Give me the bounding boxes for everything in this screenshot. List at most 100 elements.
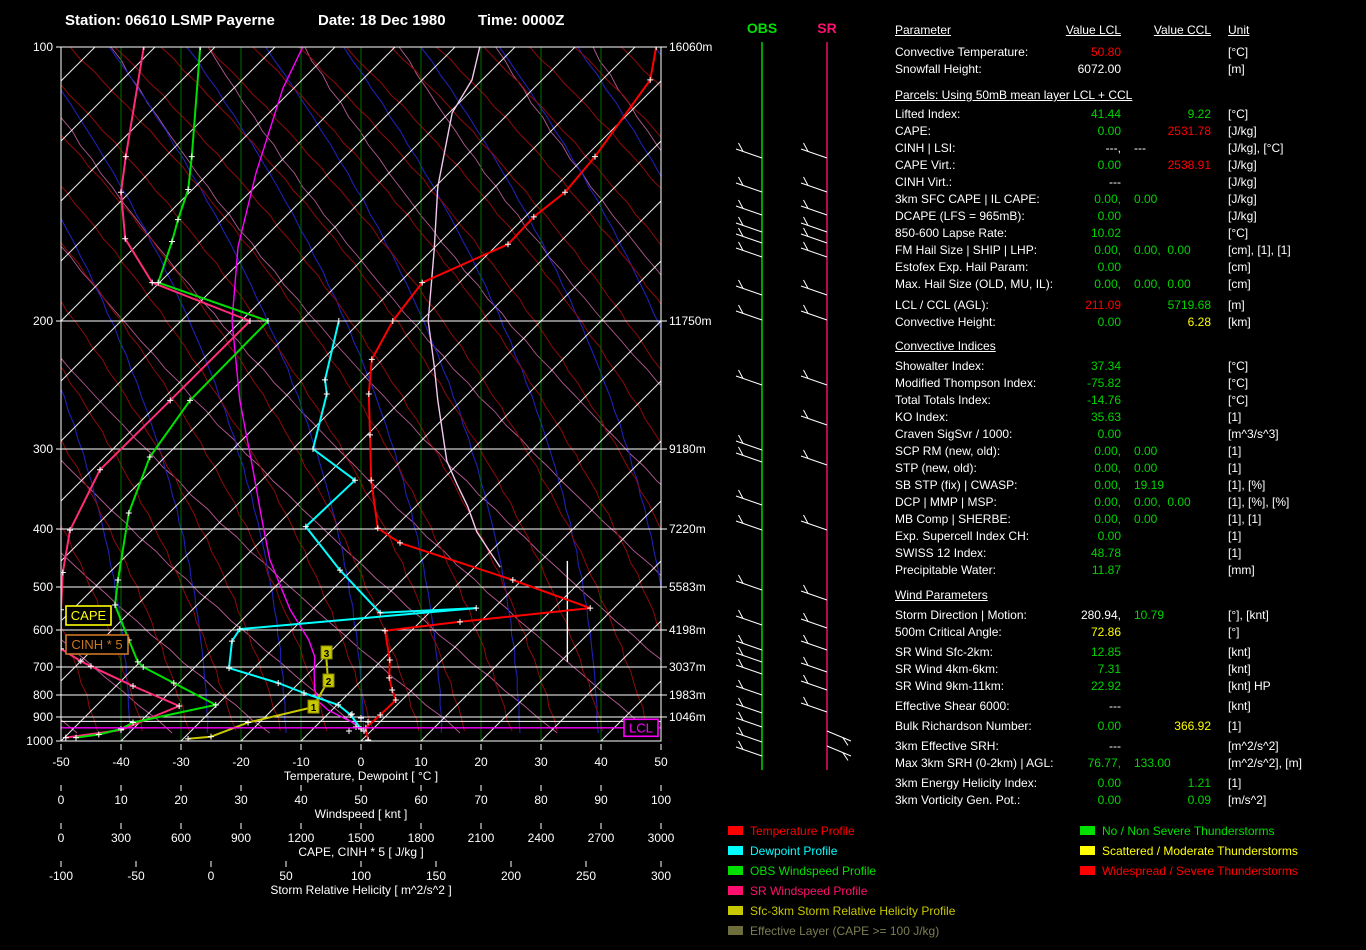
param-label: FM Hail Size | SHIP | LHP:: [895, 243, 1038, 257]
param-label: DCAPE (LFS = 965mB):: [895, 209, 1025, 223]
param-unit: [knt] HP: [1228, 679, 1271, 693]
mixing-ratio-line: [61, 552, 271, 734]
legend-swatch: [728, 906, 743, 915]
dewpoint-point-marker: [335, 701, 342, 708]
sr-wind-barb: [800, 696, 828, 713]
altitude-label: 1983m: [669, 688, 706, 702]
dry-adiabat-line: [207, 47, 651, 732]
obs-wind-barb: [735, 634, 763, 651]
param-label: Snowfall Height:: [895, 62, 982, 76]
section-title: Convective Indices: [895, 339, 996, 353]
moist-adiabat-line: [733, 47, 880, 733]
mixing-ratio-line: [110, 47, 661, 660]
altitude-label: 3037m: [669, 660, 706, 674]
param-value-lcl: 50.80: [1090, 45, 1121, 59]
dewpoint-point-marker: [236, 626, 243, 633]
sr-wind-barb: [800, 142, 828, 159]
cinh-label-box: [65, 634, 129, 655]
sr-wind-point-marker: [122, 235, 129, 242]
surface-point-marker: [346, 728, 352, 734]
sr-wind-point-marker: [140, 47, 147, 50]
column-header: Value LCL: [1065, 23, 1121, 37]
obs-wind-barb: [735, 241, 763, 258]
param-value-lcl: 11.87: [1091, 563, 1121, 577]
srh-tick-label: 0: [208, 869, 215, 883]
time-label: Time: 0000Z: [478, 12, 565, 29]
obs-wind-barb: [735, 514, 763, 531]
param-unit: [m]: [1228, 298, 1245, 312]
param-unit: [°]: [1228, 625, 1240, 639]
param-value-extra: 0.00, 0.00: [1134, 277, 1191, 291]
param-label: CAPE:: [895, 124, 932, 138]
param-label: 3km Energy Helicity Index:: [895, 776, 1038, 790]
temperature-tick-label: 30: [534, 755, 548, 769]
temperature-point-marker: [647, 76, 654, 83]
sr-wind-point-marker: [67, 527, 73, 534]
param-label: 3km SFC CAPE | IL CAPE:: [895, 192, 1040, 206]
isotherm-line: [61, 47, 336, 322]
param-unit: [m^2/s^2]: [1228, 739, 1279, 753]
param-value-lcl: 7.31: [1097, 662, 1121, 676]
isotherm-line: [180, 260, 661, 741]
cape-tick-label: 300: [111, 831, 131, 845]
param-label: SB STP (fix) | CWASP:: [895, 478, 1018, 492]
sr-wind-point-marker: [61, 606, 64, 613]
wind-tick-label: 30: [234, 793, 248, 807]
temperature-tick-label: 20: [474, 755, 488, 769]
obs-wind-barb: [735, 609, 763, 626]
param-value-extra: 133.00: [1134, 756, 1171, 770]
param-value-extra: 0.00: [1134, 461, 1158, 475]
cape-tick-label: 0: [58, 831, 65, 845]
obs-wind-barb: [735, 726, 763, 743]
param-unit: [J/kg], [°C]: [1228, 141, 1284, 155]
profiles: 1 2 3: [61, 47, 660, 741]
sr-wind-barb: [800, 369, 828, 386]
param-label: MB Comp | SHERBE:: [895, 512, 1011, 526]
param-label: Estofex Exp. Hail Param:: [895, 260, 1029, 274]
cape-tick-label: 900: [231, 831, 251, 845]
cape-tick-label: 2700: [588, 831, 615, 845]
param-label: CINH | LSI:: [895, 141, 956, 155]
param-value-ccl: 366.92: [1174, 719, 1211, 733]
temperature-point-marker: [382, 627, 388, 634]
wind-tick-label: 60: [414, 793, 428, 807]
obs-wind-barb: [735, 489, 763, 506]
param-value-lcl: 12.85: [1090, 645, 1121, 659]
param-value-extra: 10.79: [1134, 608, 1165, 622]
moist-adiabat-line: [343, 47, 599, 734]
param-unit: [°C]: [1228, 359, 1249, 373]
obs-wind-point-marker: [95, 731, 102, 738]
param-value-lcl: 35.63: [1090, 410, 1121, 424]
lcl-label-box: [623, 718, 659, 738]
param-label: Precipitable Water:: [895, 563, 996, 577]
obs-wind-barb: [735, 679, 763, 696]
param-label: CAPE Virt.:: [895, 158, 956, 172]
dewpoint-point-marker: [322, 376, 328, 383]
column-header: Unit: [1228, 23, 1250, 37]
sr-wind-barb: [800, 656, 828, 673]
surface-point-marker: [349, 711, 355, 717]
param-label: Convective Temperature:: [895, 45, 1029, 59]
moist-adiabat-line: [577, 47, 661, 178]
temperature-point-marker: [389, 318, 396, 324]
param-unit: [J/kg]: [1228, 209, 1257, 223]
obs-column-label: OBS: [747, 20, 777, 36]
temperature-point-marker: [530, 213, 537, 220]
sr-wind-point-marker: [118, 189, 124, 196]
param-unit: [knt]: [1228, 662, 1251, 676]
param-label: SR Wind Sfc-2km:: [895, 645, 994, 659]
dewpoint-point-marker: [301, 690, 307, 697]
dry-adiabat-line: [61, 241, 328, 732]
obs-wind-barb: [735, 369, 763, 386]
wind-tick-label: 10: [114, 793, 128, 807]
dry-adiabat-line: [435, 47, 661, 306]
param-value-lcl: 0.00: [1097, 315, 1121, 329]
sr-wind-barb: [800, 674, 828, 691]
temperature-point-marker: [374, 525, 381, 532]
wind-tick-label: 20: [174, 793, 188, 807]
cape-tick-label: 1800: [408, 831, 435, 845]
param-unit: [°C]: [1228, 393, 1249, 407]
srh-km-box: [307, 699, 320, 714]
sr-wind-point-marker: [61, 645, 64, 652]
param-label: LCL / CCL (AGL):: [895, 298, 989, 312]
